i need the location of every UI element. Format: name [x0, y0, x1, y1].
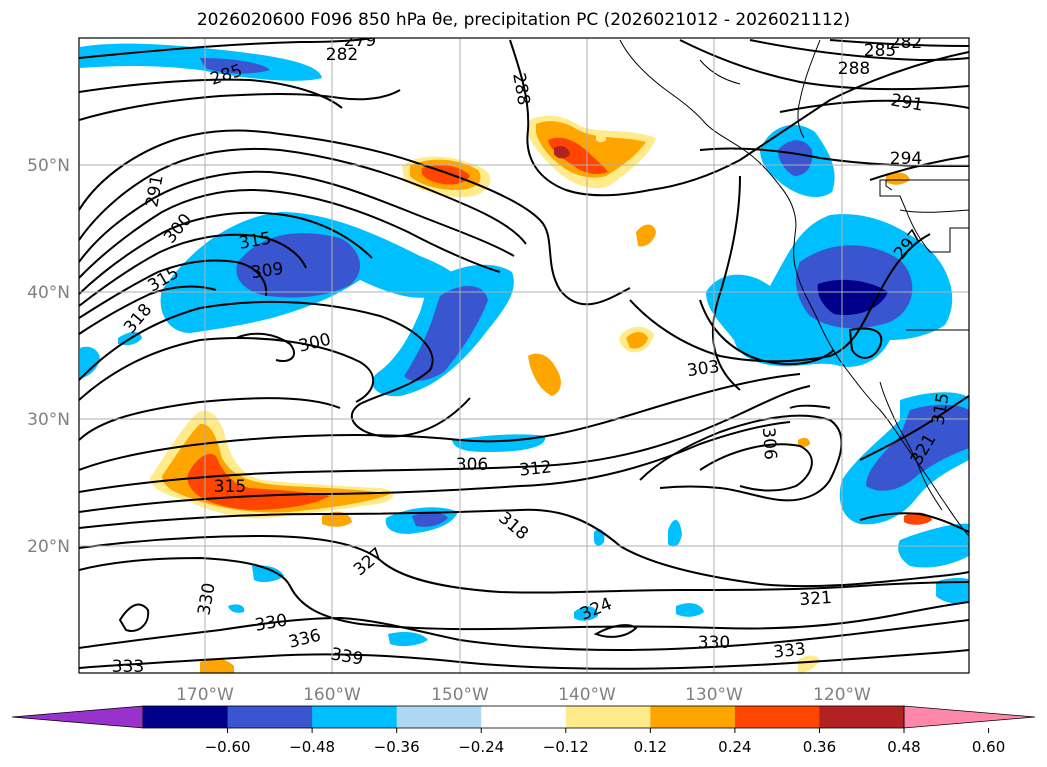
contour-label: 333 [772, 639, 806, 662]
colorbar-frame [142, 705, 905, 729]
colorbar-cell [650, 706, 736, 728]
gridlines [79, 38, 969, 673]
lat-label: 50°N [27, 156, 70, 176]
colorbar-tick-label: −0.12 [543, 738, 589, 756]
longitude-labels: 170°W 160°W 150°W 140°W 130°W 120°W [176, 685, 871, 705]
lon-label: 140°W [558, 685, 616, 705]
map-panel: 279 282 282 285 285 288 288 291 291 294 … [79, 31, 969, 677]
colorbar-tick-label: 0.60 [972, 738, 1005, 756]
lon-label: 170°W [176, 685, 234, 705]
colorbar: −0.60 −0.48 −0.36 −0.24 −0.12 0.12 0.24 0.36 0.4… [11, 705, 1036, 756]
lat-label: 40°N [27, 283, 70, 303]
contour-label: 333 [112, 657, 144, 677]
contour-label: 321 [799, 588, 833, 610]
contour-label: 309 [250, 259, 285, 283]
contour-label: 282 [326, 45, 358, 65]
colorbar-tick-label: 0.36 [803, 738, 836, 756]
colorbar-min-extend [11, 705, 144, 729]
colorbar-cell [227, 706, 313, 728]
colorbar-cell [565, 706, 651, 728]
contour-label: 312 [518, 457, 552, 480]
colorbar-tick-label: 0.48 [887, 738, 920, 756]
contour-label: 288 [838, 59, 870, 79]
contour-label: 306 [456, 455, 488, 475]
colorbar-tick-label: −0.48 [289, 738, 335, 756]
figure-title: 2026020600 F096 850 hPa θe, precipitatio… [196, 10, 851, 30]
colorbar-cell [312, 706, 398, 728]
contour-label: 279 [344, 31, 376, 51]
colorbar-cell [819, 706, 905, 728]
contour-label: 330 [698, 633, 730, 653]
latitude-labels: 20°N 30°N 40°N 50°N [27, 156, 70, 557]
colorbar-tick-label: −0.60 [205, 738, 251, 756]
lon-label: 130°W [685, 685, 743, 705]
colorbar-cell [396, 706, 482, 728]
theta-e-contours [79, 38, 969, 670]
contour-label: 282 [890, 33, 922, 53]
colorbar-max-extend [903, 705, 1036, 729]
contour-label: 294 [890, 149, 922, 169]
contour-label: 306 [758, 427, 780, 461]
lat-label: 30°N [27, 410, 70, 430]
coastlines [619, 39, 969, 537]
lon-label: 160°W [303, 685, 361, 705]
colorbar-cell [734, 706, 820, 728]
contour-label: 315 [214, 477, 246, 497]
lat-label: 20°N [27, 537, 70, 557]
colorbar-tick-label: 0.12 [634, 738, 667, 756]
contour-label: 303 [686, 357, 721, 381]
colorbar-cell [143, 706, 229, 728]
colorbar-cell [481, 706, 567, 728]
map-frame [78, 37, 970, 674]
colorbar-tick-label: −0.36 [374, 738, 420, 756]
lon-label: 150°W [431, 685, 489, 705]
contour-label: 285 [864, 41, 896, 61]
colorbar-tick-label: 0.24 [718, 738, 751, 756]
lon-label: 120°W [813, 685, 871, 705]
colorbar-tick-label: −0.24 [458, 738, 504, 756]
